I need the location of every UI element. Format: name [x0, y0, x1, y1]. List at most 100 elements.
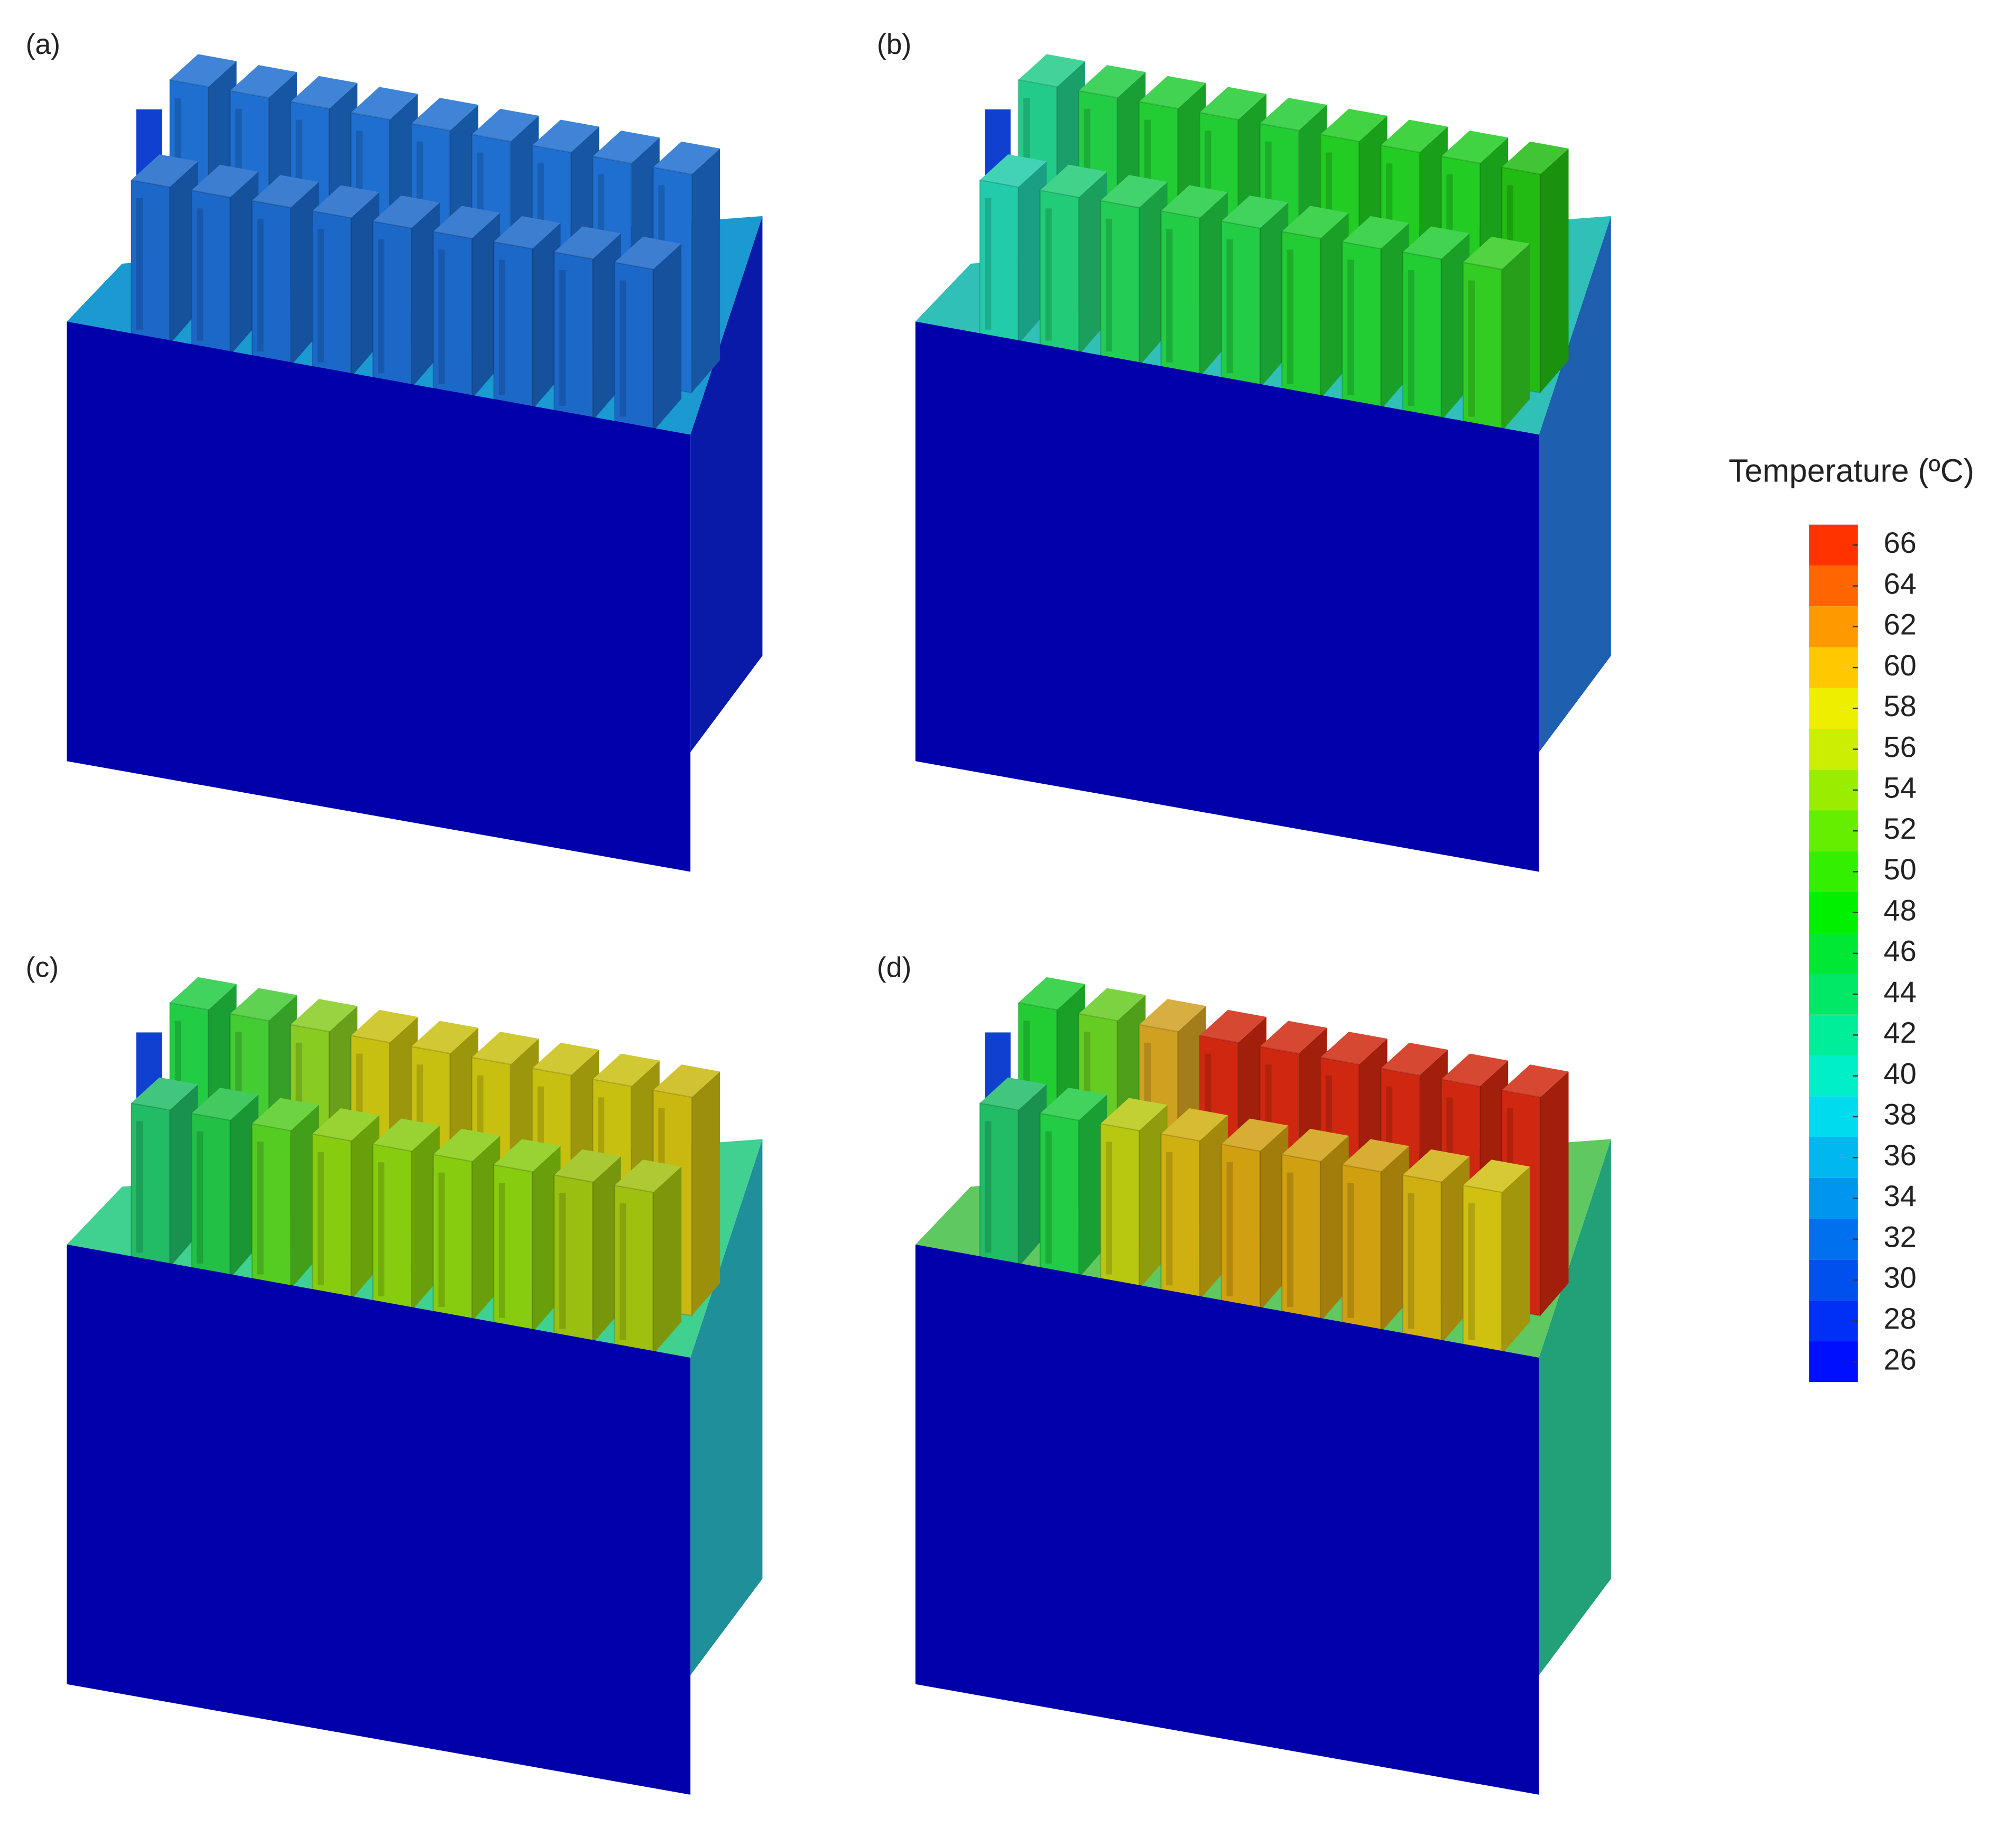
colorbar-tick-label: 36 [1883, 1138, 1916, 1172]
fin-top-light [1260, 98, 1327, 131]
fin-slot [1105, 1142, 1113, 1275]
fin-side [411, 202, 440, 388]
fin-shade [1502, 1166, 1530, 1355]
fin-top-light [1282, 206, 1349, 239]
fin-top-light [1018, 977, 1085, 1010]
fin-top [1402, 226, 1470, 259]
fin-shade [691, 1071, 720, 1316]
fin-slot [985, 198, 992, 330]
colorbar-tick-label: 42 [1883, 1016, 1916, 1049]
fin-top-light [312, 185, 380, 218]
fin-top [1463, 1160, 1530, 1193]
fin-top [471, 108, 539, 142]
fin-side [1139, 1105, 1168, 1290]
fin-shade [1260, 1125, 1289, 1311]
fin-side [411, 1125, 440, 1311]
fin-top-light [614, 1160, 682, 1193]
battery-panel [915, 977, 1611, 1795]
fin-top [1502, 1064, 1569, 1098]
fin-shade [532, 1146, 561, 1333]
fin-top-light [1040, 164, 1107, 198]
fin-shade [230, 171, 258, 356]
fin-top [1018, 54, 1085, 87]
colorbar-band [1809, 524, 1858, 565]
fin-shade [1139, 182, 1168, 366]
fin-top [593, 1053, 660, 1087]
battery-panel [67, 54, 763, 872]
fin-top [1199, 1009, 1266, 1043]
fin-shade [1320, 212, 1349, 399]
fin-slot [438, 1172, 445, 1307]
fin-side [1078, 171, 1107, 356]
fin-top [653, 141, 720, 174]
fin-top-light [1402, 226, 1470, 259]
fin-shade [691, 148, 720, 393]
fin-top [373, 1118, 440, 1152]
fin-top [1463, 236, 1530, 270]
fin-shade [593, 1156, 621, 1344]
fin-side [1260, 202, 1289, 388]
colorbar-tick-label: 66 [1883, 526, 1916, 559]
fin-top-light [312, 1108, 380, 1141]
fin-slot [1226, 1162, 1233, 1296]
fin-top [433, 1128, 501, 1162]
fin-shade [1018, 1084, 1047, 1268]
fin-side [351, 192, 380, 377]
fin-top [433, 206, 501, 239]
fin-top-light [290, 999, 358, 1032]
fin-top [1199, 87, 1266, 120]
colorbar-band [1809, 565, 1858, 607]
fin-side [230, 1095, 258, 1278]
colorbar-tick-label: 52 [1883, 812, 1916, 845]
fin-top-light [1402, 1149, 1470, 1182]
fin-slot [559, 270, 566, 406]
fin-slot [1287, 1172, 1293, 1307]
box-front [67, 321, 691, 872]
fin-shade [1320, 1136, 1349, 1322]
fin-slot [1468, 1203, 1475, 1340]
battery-panel [915, 54, 1611, 872]
fin-top-light [1502, 141, 1569, 174]
fin-top-light [532, 1042, 599, 1075]
fin-slot [1408, 270, 1414, 406]
fin-top [653, 1064, 720, 1098]
fin-top [1221, 196, 1289, 228]
fin-top-light [1463, 236, 1530, 270]
fin-top [494, 1139, 561, 1172]
fin-slot [1166, 1152, 1173, 1286]
fin-top [554, 226, 621, 259]
fin-top [1282, 1128, 1349, 1162]
colorbar-tick-label: 32 [1883, 1220, 1916, 1253]
fin-top-light [1221, 1118, 1289, 1152]
fin-shade [1502, 243, 1530, 432]
colorbar-band [1809, 973, 1858, 1015]
fin-top [614, 1160, 682, 1193]
colorbar-tick-label: 60 [1883, 648, 1916, 682]
fin-top-light [1381, 119, 1448, 153]
fin-side [653, 243, 682, 432]
fin-top-light [373, 196, 440, 228]
fin-top-light [494, 216, 561, 249]
fin-side [1502, 1166, 1530, 1355]
fin-top [979, 1077, 1047, 1110]
fin-shade [1199, 192, 1228, 377]
fin-shade [593, 233, 621, 421]
fin-top [1402, 1149, 1470, 1182]
fin-shade [1199, 1115, 1228, 1300]
fin-top [1101, 175, 1168, 208]
fin-top-light [411, 98, 478, 131]
fin-top [290, 999, 358, 1032]
colorbar-band [1809, 606, 1858, 647]
fin-top-light [1078, 988, 1146, 1021]
fin-side [653, 1166, 682, 1355]
fin-top-light [532, 119, 599, 153]
fin-top-light [593, 131, 660, 163]
fin-top [1139, 999, 1206, 1032]
fin-top [191, 164, 258, 198]
fin-top [351, 1009, 418, 1043]
fin-side [170, 1084, 198, 1268]
fin-shade [471, 1136, 501, 1322]
fin-top-light [1139, 76, 1206, 109]
fin-top-light [471, 1032, 539, 1065]
fin-slot [498, 1183, 505, 1318]
